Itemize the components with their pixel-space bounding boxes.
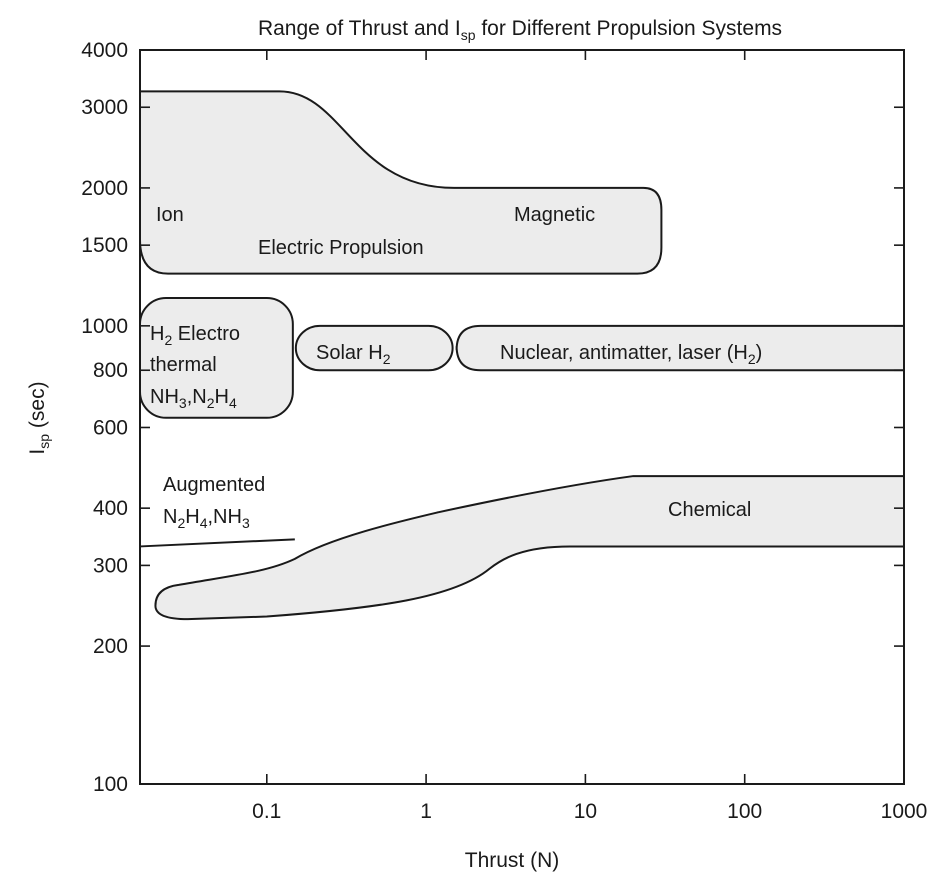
y-tick-label: 400 bbox=[93, 497, 128, 520]
y-tick-label: 1500 bbox=[81, 234, 128, 257]
line-augmented bbox=[139, 538, 295, 548]
y-tick-label: 600 bbox=[93, 416, 128, 439]
region-label-electrothermal-2: thermal bbox=[150, 354, 217, 376]
y-axis-title: Isp (sec) bbox=[26, 381, 52, 454]
y-tick-label: 3000 bbox=[81, 96, 128, 119]
y-tick-label: 200 bbox=[93, 635, 128, 658]
plot-frame bbox=[139, 49, 905, 785]
y-tick-label: 2000 bbox=[81, 177, 128, 200]
region-label-nuclear: Nuclear, antimatter, laser (H2) bbox=[500, 342, 762, 367]
y-tick-label: 1000 bbox=[81, 315, 128, 338]
region-nuclear bbox=[455, 324, 905, 372]
y-tick-label: 100 bbox=[93, 773, 128, 796]
x-tick-label: 100 bbox=[727, 800, 762, 823]
line-label-augmented-2: N2H4,NH3 bbox=[163, 506, 250, 531]
region-label-ion: Ion bbox=[156, 204, 184, 226]
region-label-electrothermal-1: H2 Electro bbox=[150, 323, 240, 348]
region-label-electrothermal-3: NH3,N2H4 bbox=[150, 386, 237, 411]
x-axis: 0.1 1 10 100 1000 bbox=[252, 50, 927, 823]
y-tick-label: 4000 bbox=[81, 39, 128, 62]
x-axis-title: Thrust (N) bbox=[465, 849, 560, 872]
x-tick-label: 0.1 bbox=[252, 800, 281, 823]
regions-layer bbox=[139, 90, 905, 621]
region-label-electric-propulsion: Electric Propulsion bbox=[258, 237, 424, 259]
y-tick-label: 300 bbox=[93, 554, 128, 577]
x-tick-label: 1 bbox=[420, 800, 432, 823]
line-label-augmented-1: Augmented bbox=[163, 474, 265, 496]
x-tick-label: 10 bbox=[574, 800, 597, 823]
region-label-magnetic: Magnetic bbox=[514, 204, 595, 226]
region-label-chemical: Chemical bbox=[668, 499, 751, 521]
y-tick-label: 800 bbox=[93, 359, 128, 382]
region-solar-h2 bbox=[294, 324, 454, 372]
region-labels: Ion Electric Propulsion Magnetic H2 Elec… bbox=[150, 204, 762, 531]
chart-title: Range of Thrust and Isp for Different Pr… bbox=[258, 17, 782, 43]
y-axis: 100 200 300 400 600 800 1000 1500 2000 3000 4000 bbox=[81, 39, 904, 796]
region-electric-propulsion bbox=[139, 90, 663, 275]
region-chemical bbox=[154, 475, 905, 621]
x-tick-label: 1000 bbox=[881, 800, 928, 823]
lines-layer bbox=[139, 538, 295, 548]
region-label-solar-h2: Solar H2 bbox=[316, 342, 391, 367]
